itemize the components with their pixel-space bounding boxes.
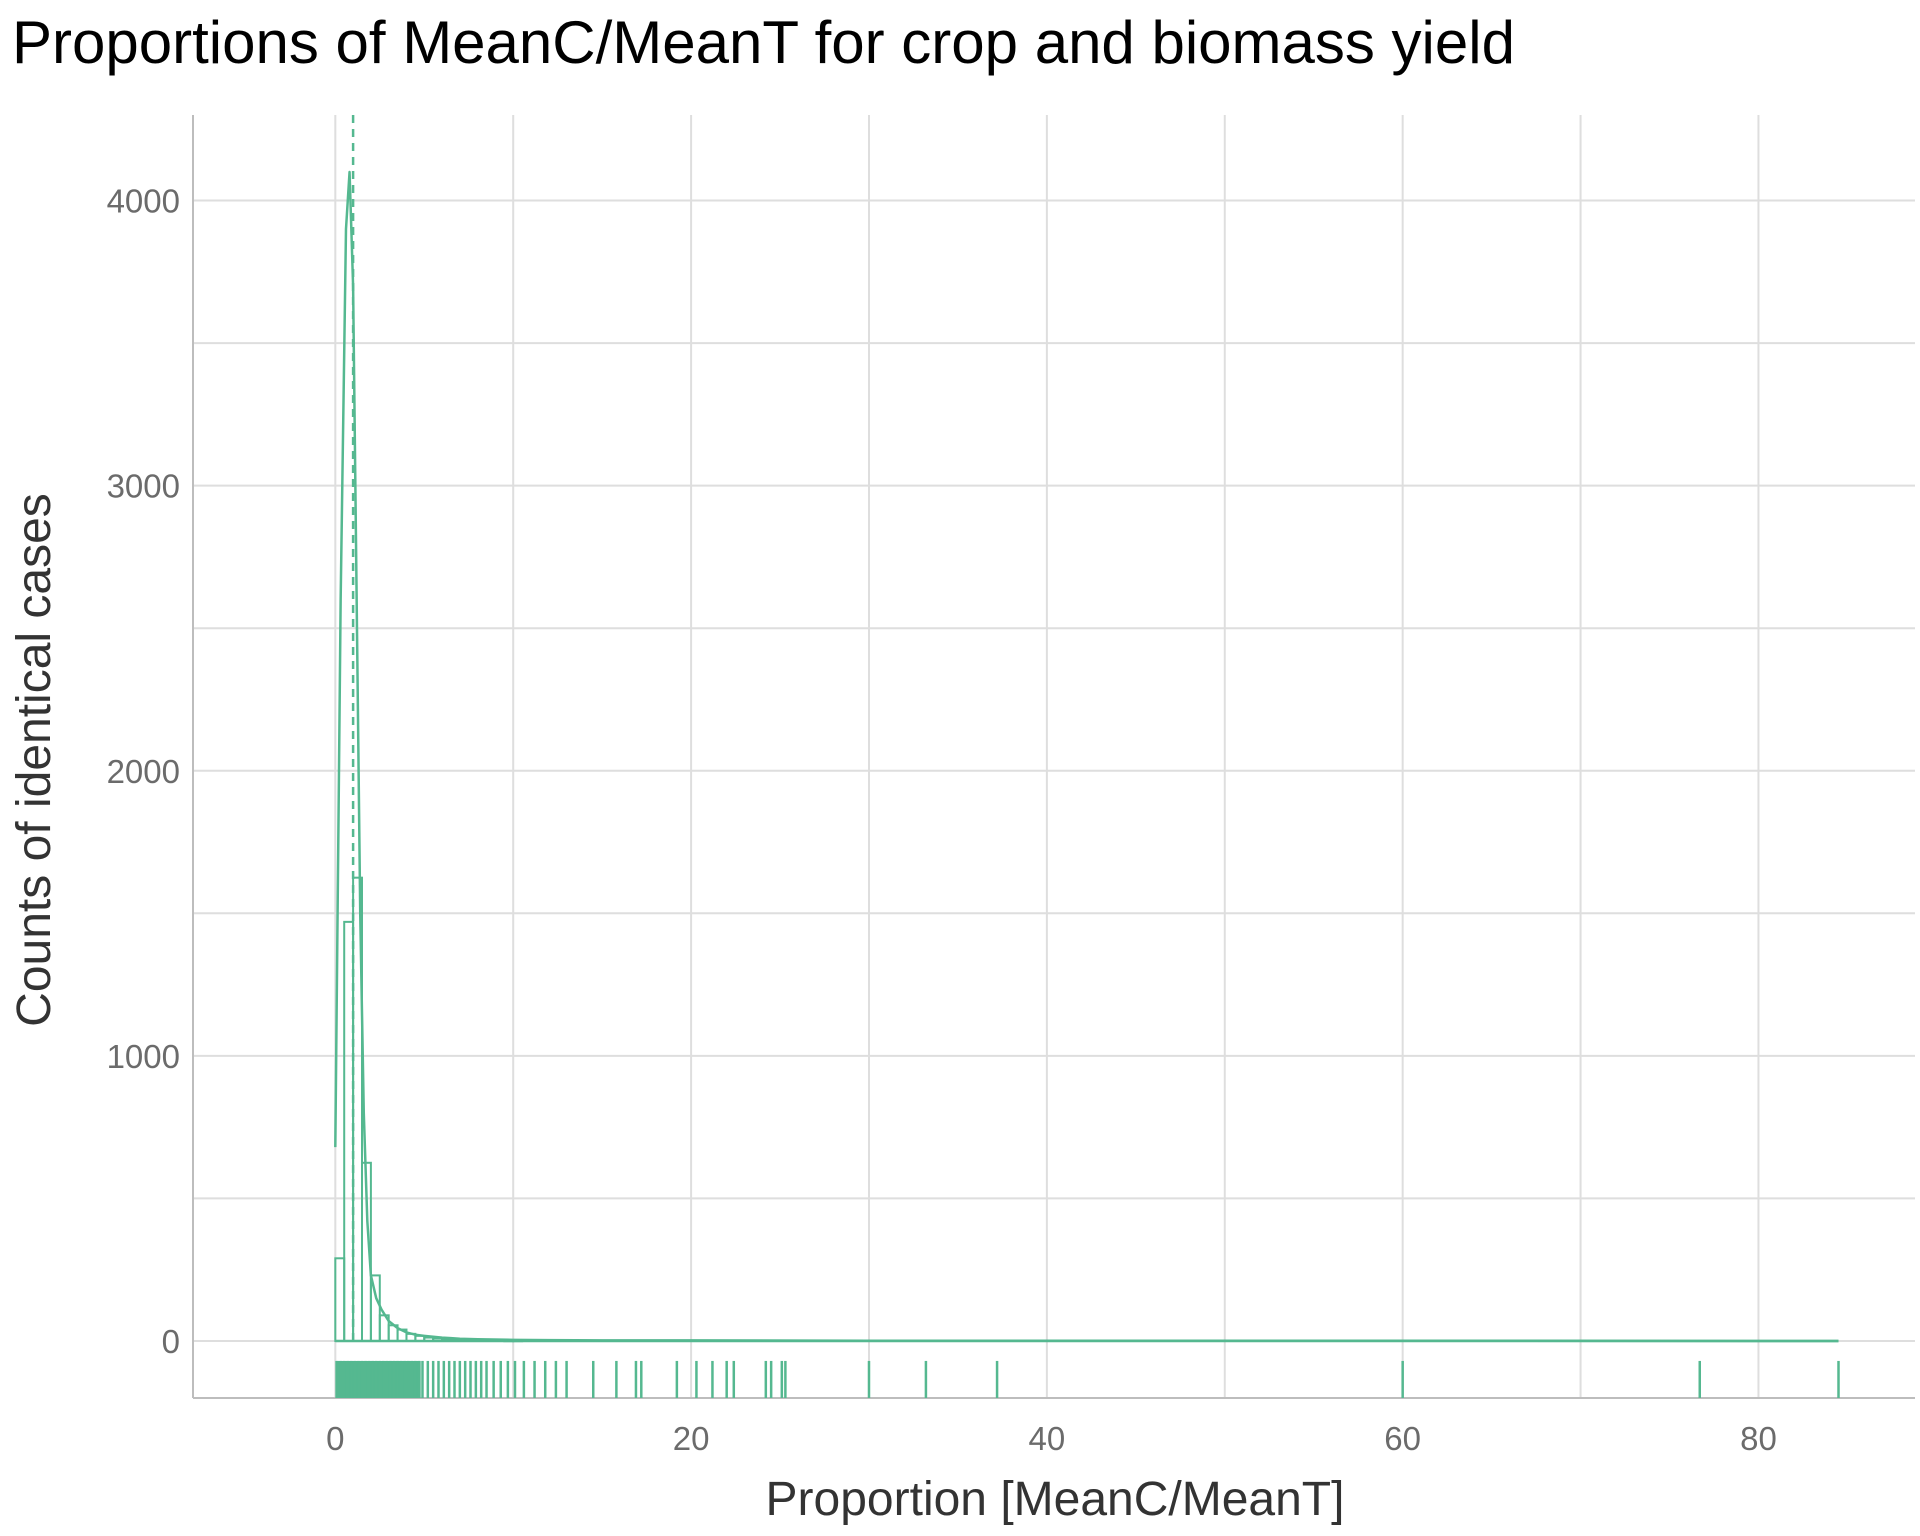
x-tick-label: 60: [1384, 1420, 1421, 1457]
chart-title: Proportions of MeanC/MeanT for crop and …: [12, 9, 1515, 76]
grid-lines: [193, 115, 1915, 1398]
rug-dense-block: [335, 1360, 421, 1398]
y-tick-label: 2000: [107, 753, 180, 790]
tick-labels: 0 20 40 60 80 0 1000 2000 3000 4000: [107, 183, 1777, 1457]
y-tick-label: 4000: [107, 183, 180, 220]
y-tick-label: 0: [162, 1323, 180, 1360]
density-curve: [334, 170, 1839, 1343]
histogram: [334, 876, 1839, 1343]
rug-marks: [335, 1360, 1840, 1398]
histogram-bar: [334, 1257, 346, 1342]
x-tick-label: 40: [1029, 1420, 1066, 1457]
x-tick-label: 20: [673, 1420, 710, 1457]
y-axis-title: Counts of identical cases: [8, 493, 61, 1027]
axis-lines: [192, 115, 1915, 1399]
x-axis-title: Proportion [MeanC/MeanT]: [766, 1473, 1345, 1526]
x-tick-label: 0: [326, 1420, 344, 1457]
y-tick-label: 1000: [107, 1038, 180, 1075]
y-tick-label: 3000: [107, 468, 180, 505]
histogram-bar: [343, 920, 355, 1342]
x-tick-label: 80: [1740, 1420, 1777, 1457]
density-curve-group: [334, 170, 1839, 1343]
